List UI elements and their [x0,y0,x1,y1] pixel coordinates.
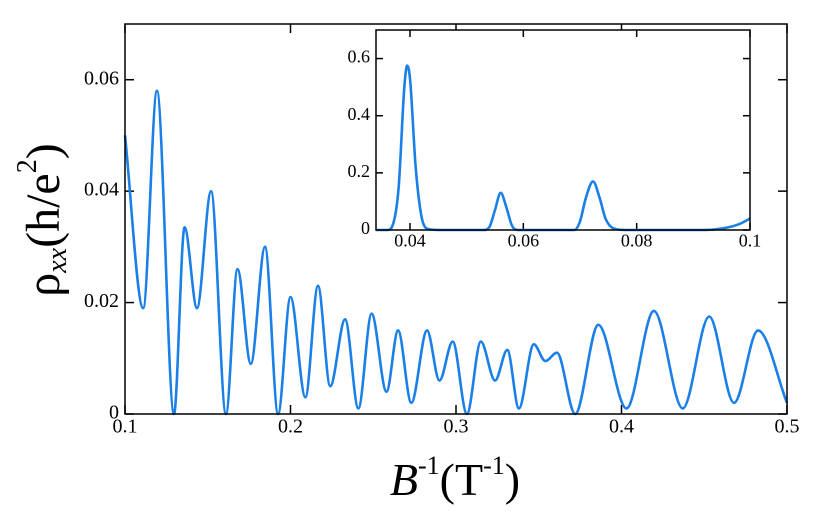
x-tick-label: 0.1 [739,231,762,251]
plot-frame [375,29,751,231]
y-tick-label: 0.06 [84,67,119,89]
x-tick-label: 0.2 [278,416,303,438]
y-tick-label: 0.4 [348,104,371,124]
x-label-part: -1 [483,451,505,480]
y-label-part: 2 [12,159,43,173]
y-tick-label: 0 [361,218,370,238]
x-tick-label: 0.08 [621,231,653,251]
inset-background [376,30,750,230]
y-label-part: ρ [17,273,70,297]
x-tick-label: 0.04 [394,231,426,251]
x-label-part: (T [440,454,483,505]
x-label-part: B [390,454,418,505]
y-label-part: (h/e [17,173,70,248]
x-tick-label: 0.5 [775,416,800,438]
y-tick-label: 0 [109,402,119,424]
x-axis-label: B-1(T-1) [390,451,520,505]
y-tick-label: 0.02 [84,290,119,312]
y-label-part: ) [17,143,70,159]
plot-frame [124,23,788,415]
data-line [123,89,789,416]
x-tick-label: 0.06 [508,231,540,251]
data-line [375,64,751,232]
x-tick-label: 0.3 [444,416,469,438]
x-label-part: -1 [418,451,440,480]
x-label-part: ) [505,454,520,505]
x-tick-label: 0.4 [609,416,634,438]
y-label-part: xx [42,247,73,273]
x-tick-label: 0.1 [113,416,138,438]
y-tick-label: 0.2 [348,161,371,181]
y-axis-label: ρxx(h/e2) [12,143,73,296]
y-tick-label: 0.6 [348,47,371,67]
y-tick-label: 0.04 [84,179,119,201]
